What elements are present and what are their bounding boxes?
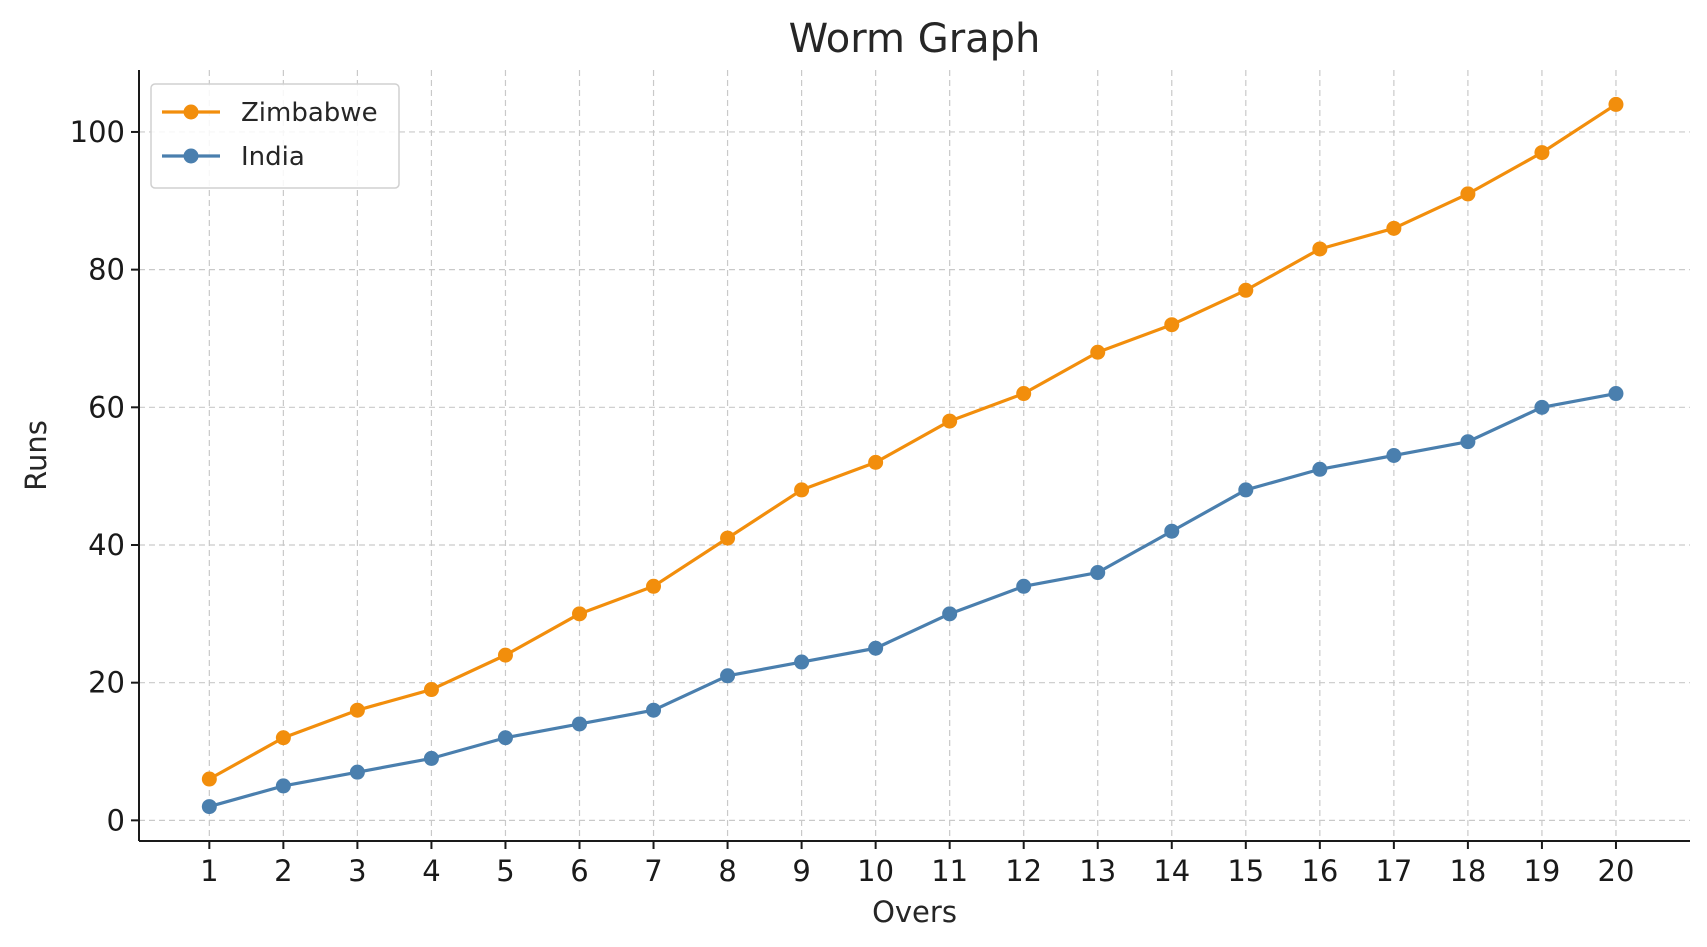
- legend-box: [150, 83, 400, 189]
- zimbabwe-point: [1164, 317, 1180, 333]
- x-tick-label: 9: [792, 854, 810, 888]
- x-tick-label: 2: [274, 854, 292, 888]
- legend-swatch-marker: [183, 104, 199, 120]
- x-tick-label: 11: [931, 854, 968, 888]
- india-point: [942, 606, 958, 622]
- zimbabwe-point: [497, 647, 513, 663]
- india-point: [497, 730, 513, 746]
- x-tick-label: 3: [348, 854, 366, 888]
- y-tick-label: 80: [88, 253, 125, 287]
- x-tick-label: 4: [422, 854, 440, 888]
- y-tick-label: 40: [88, 528, 125, 562]
- legend-label: India: [241, 142, 305, 172]
- zimbabwe-point: [1312, 241, 1328, 257]
- india-point: [1386, 448, 1402, 463]
- series: [201, 96, 1624, 815]
- india-series: [201, 386, 1624, 815]
- x-tick-label: 8: [718, 854, 736, 888]
- y-tick-label: 20: [88, 666, 125, 700]
- india-point: [1460, 434, 1476, 450]
- india-point: [1164, 523, 1180, 539]
- x-tick-label: 16: [1301, 854, 1338, 888]
- ticks: 1 2 3 4 5 6 7 8 9 10 11 12 13 14 15 16 17 18 19 20020406080…: [70, 115, 1635, 888]
- zimbabwe-point: [1016, 386, 1032, 402]
- zimbabwe-series: [201, 96, 1624, 787]
- zimbabwe-point: [646, 578, 662, 594]
- x-tick-label: 12: [1005, 854, 1042, 888]
- x-tick-label: 6: [570, 854, 588, 888]
- zimbabwe-line: [207, 102, 1618, 781]
- x-tick-label: 18: [1449, 854, 1486, 888]
- india-point: [1238, 482, 1254, 498]
- india-point: [201, 799, 217, 815]
- x-tick-label: 15: [1227, 854, 1264, 888]
- zimbabwe-point: [868, 454, 884, 470]
- x-tick-label: 17: [1375, 854, 1412, 888]
- legend-entry-zimbabwe: Zimbabwe: [162, 98, 378, 128]
- x-axis-label: Overs: [872, 895, 957, 929]
- zimbabwe-point: [571, 606, 587, 622]
- india-point: [275, 778, 291, 794]
- zimbabwe-point: [201, 771, 217, 787]
- y-tick-label: 0: [107, 803, 125, 837]
- legend-label: Zimbabwe: [241, 98, 378, 128]
- india-point: [646, 702, 662, 718]
- legend-entry-india: India: [162, 142, 305, 172]
- india-point: [1534, 399, 1550, 415]
- y-axis-label: Runs: [19, 420, 53, 491]
- india-point: [1016, 578, 1032, 594]
- zimbabwe-point: [1534, 145, 1550, 161]
- zimbabwe-point: [1608, 96, 1624, 112]
- axes: [138, 70, 1690, 842]
- x-tick-label: 14: [1153, 854, 1190, 888]
- zimbabwe-point: [349, 702, 365, 718]
- india-point: [868, 640, 884, 656]
- india-point: [720, 668, 736, 684]
- y-tick-label: 100: [70, 115, 125, 149]
- zimbabwe-point: [275, 730, 291, 746]
- x-tick-label: 13: [1079, 854, 1116, 888]
- zimbabwe-point: [1386, 220, 1402, 236]
- zimbabwe-point: [942, 413, 958, 429]
- legend-swatch-marker: [183, 148, 199, 164]
- legend: Zimbabwe India: [150, 83, 400, 189]
- india-point: [1090, 565, 1106, 581]
- x-tick-label: 7: [644, 854, 662, 888]
- india-point: [571, 716, 587, 732]
- x-tick-label: 19: [1523, 854, 1560, 888]
- india-point: [423, 750, 439, 766]
- zimbabwe-point: [1090, 344, 1106, 360]
- zimbabwe-point: [720, 530, 736, 546]
- x-tick-label: 5: [496, 854, 514, 888]
- india-point: [349, 764, 365, 780]
- y-tick-label: 60: [88, 390, 125, 424]
- x-tick-label: 20: [1598, 854, 1635, 888]
- india-point: [1312, 461, 1328, 477]
- zimbabwe-point: [423, 682, 439, 698]
- zimbabwe-point: [794, 482, 810, 498]
- india-point: [794, 654, 810, 670]
- x-tick-label: 10: [857, 854, 894, 888]
- india-line: [207, 391, 1618, 809]
- x-tick-label: 1: [200, 854, 218, 888]
- grid: [139, 70, 1690, 841]
- zimbabwe-point: [1238, 282, 1254, 298]
- chart-title: Worm Graph: [789, 16, 1041, 62]
- india-point: [1608, 386, 1624, 402]
- zimbabwe-point: [1460, 186, 1476, 202]
